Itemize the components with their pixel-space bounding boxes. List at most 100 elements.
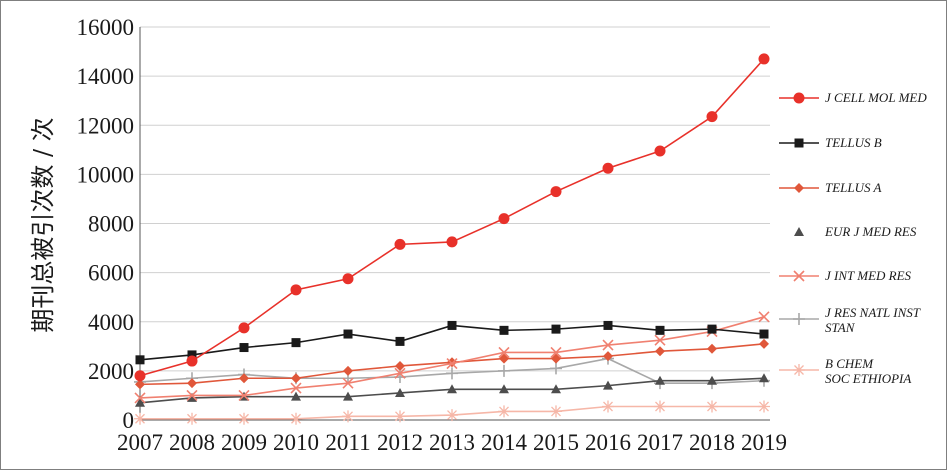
- data-point: [291, 391, 301, 401]
- legend-marker: [793, 270, 805, 282]
- legend-label: TELLUS A: [825, 180, 882, 195]
- data-point: [499, 325, 509, 335]
- data-point: [603, 320, 613, 330]
- legend-marker: [793, 92, 805, 104]
- data-point: [498, 213, 510, 225]
- data-point: [343, 391, 353, 401]
- series-j-cell-mol-med: [134, 53, 770, 382]
- data-point: [758, 400, 770, 413]
- y-tick-label: 4000: [88, 310, 134, 335]
- data-point: [343, 365, 353, 376]
- x-tick-labels: 2007 2008 2009 2010 2011 2012 2013 2014 2015 2016…: [117, 430, 787, 455]
- legend-item: J RES NATL INST STAN: [779, 305, 921, 335]
- data-point: [134, 370, 146, 382]
- data-point: [602, 339, 614, 351]
- data-point: [135, 355, 145, 365]
- data-point: [239, 373, 249, 384]
- data-point: [758, 53, 770, 65]
- data-point: [759, 338, 769, 349]
- data-point: [499, 353, 509, 364]
- data-point: [395, 360, 405, 371]
- y-tick-label: 6000: [88, 261, 134, 286]
- legend-label: TELLUS B: [825, 135, 882, 150]
- data-point: [550, 186, 562, 198]
- data-point: [394, 238, 406, 250]
- data-point: [759, 373, 769, 383]
- y-tick-label: 10000: [77, 162, 135, 187]
- data-point: [706, 111, 718, 123]
- data-point: [654, 400, 666, 413]
- data-point: [238, 412, 250, 425]
- data-point: [551, 324, 561, 334]
- x-tick-label: 2012: [377, 430, 423, 455]
- data-point: [550, 362, 562, 375]
- data-point: [186, 355, 198, 367]
- legend: J CELL MOL MED TELLUS B TELLUS A EUR J MED …: [779, 90, 927, 386]
- data-point: [707, 375, 717, 385]
- data-point: [187, 392, 197, 402]
- legend-marker: [794, 227, 804, 236]
- legend-item: B CHEM SOC ETHIOPIA: [779, 356, 911, 386]
- data-point: [186, 412, 198, 425]
- legend-item: TELLUS B: [779, 135, 882, 150]
- y-tick-label: 8000: [88, 212, 134, 237]
- data-point: [394, 367, 406, 379]
- legend-marker: [794, 183, 804, 193]
- data-point: [187, 350, 197, 360]
- x-tick-label: 2019: [741, 430, 787, 455]
- x-tick-label: 2009: [221, 430, 267, 455]
- data-point: [550, 346, 562, 359]
- data-point: [551, 353, 561, 364]
- data-point: [395, 387, 405, 397]
- data-point: [135, 397, 145, 407]
- data-point: [447, 384, 457, 394]
- data-point: [446, 367, 458, 380]
- legend-label: J INT MED RES: [825, 268, 912, 283]
- data-point: [290, 412, 302, 425]
- data-point: [655, 375, 665, 385]
- legend-item: TELLUS A: [779, 180, 882, 195]
- data-point: [239, 343, 249, 353]
- data-point: [446, 357, 458, 370]
- y-tick-label: 2000: [88, 359, 134, 384]
- legend-label: B CHEM SOC ETHIOPIA: [825, 356, 911, 386]
- y-tick-label: 12000: [77, 113, 135, 138]
- legend-marker: [794, 138, 804, 148]
- y-tick-label: 0: [123, 408, 135, 433]
- data-point: [550, 405, 562, 418]
- data-point: [707, 324, 717, 334]
- data-point: [134, 412, 146, 425]
- data-point: [134, 392, 146, 404]
- series-tellus-b: [135, 320, 769, 365]
- data-point: [655, 346, 665, 357]
- series-tellus-a: [135, 338, 769, 390]
- x-tick-label: 2015: [533, 430, 579, 455]
- data-point: [654, 334, 666, 346]
- legend-label: J CELL MOL MED: [825, 90, 927, 105]
- data-point: [343, 329, 353, 339]
- data-point: [498, 346, 510, 359]
- x-tick-label: 2007: [117, 430, 163, 455]
- data-point: [446, 409, 458, 422]
- data-point: [706, 400, 718, 413]
- x-tick-label: 2010: [273, 430, 319, 455]
- data-point: [498, 405, 510, 418]
- data-point: [342, 410, 354, 423]
- y-axis-label: 期刊总被引次数 / 次: [29, 117, 57, 332]
- x-tick-label: 2016: [585, 430, 631, 455]
- data-point: [395, 336, 405, 346]
- y-tick-labels: 0 2000 4000 6000 8000 10000 12000 14000 16000: [77, 15, 135, 433]
- data-point: [498, 364, 510, 377]
- x-tick-label: 2011: [325, 430, 370, 455]
- legend-label: J RES NATL INST STAN: [825, 305, 921, 335]
- data-point: [290, 382, 302, 394]
- data-point: [187, 378, 197, 389]
- legend-label: EUR J MED RES: [824, 224, 917, 239]
- x-tick-label: 2017: [637, 430, 683, 455]
- data-point: [394, 410, 406, 423]
- data-point: [290, 284, 302, 296]
- data-point: [655, 325, 665, 335]
- data-point: [758, 311, 770, 323]
- legend-item: J INT MED RES: [779, 268, 912, 283]
- y-tick-label: 14000: [77, 64, 135, 89]
